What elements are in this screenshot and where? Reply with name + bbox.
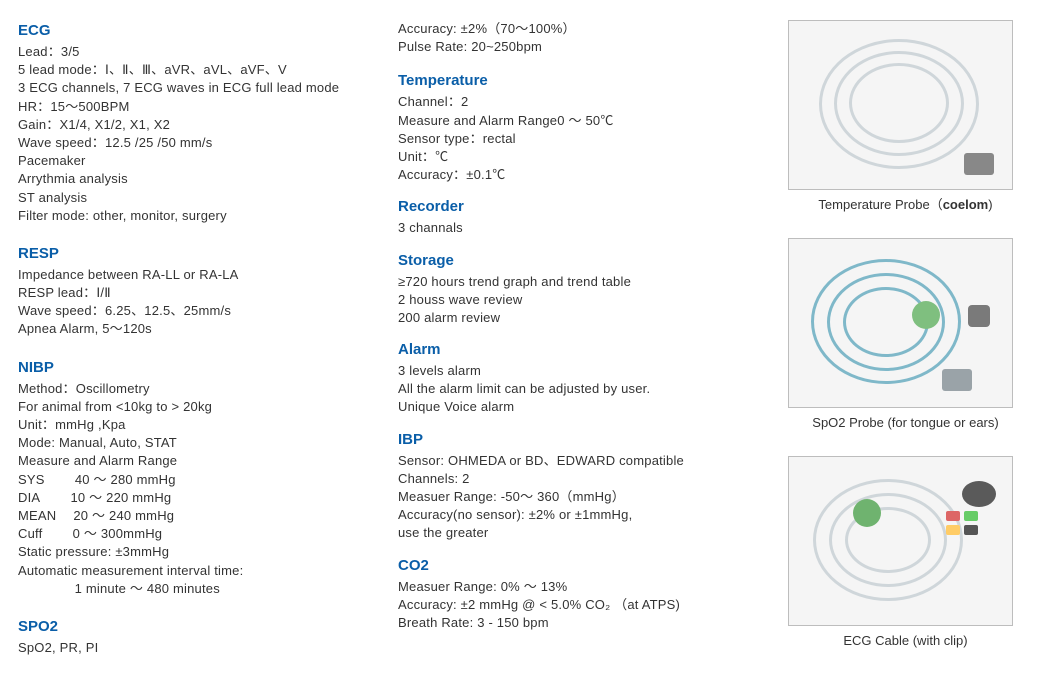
ibp-section: IBP Sensor: OHMEDA or BD、EDWARD compatib… (398, 429, 768, 543)
spec-line: Wave speed：12.5 /25 /50 mm/s (18, 134, 378, 152)
spec-line: Cuff 0 ～ 300mmHg (18, 525, 378, 543)
spec-line: Pulse Rate: 20~250bpm (398, 38, 768, 56)
spec-line: Unit：mmHg ,Kpa (18, 416, 378, 434)
spec-line: 5 lead mode：Ⅰ、Ⅱ、Ⅲ、aVR、aVL、aVF、V (18, 61, 378, 79)
spec-line: Arrythmia analysis (18, 170, 378, 188)
nibp-section: NIBP Method：Oscillometry For animal from… (18, 357, 378, 598)
spo2-probe-caption: SpO2 Probe (for tongue or ears) (788, 414, 1023, 432)
spec-line: 3 levels alarm (398, 362, 768, 380)
spec-line: Static pressure: ±3mmHg (18, 543, 378, 561)
spec-line: SYS 40 ～ 280 mmHg (18, 471, 378, 489)
spo2-probe-image (788, 238, 1013, 408)
spec-line: DIA 10 ～ 220 mmHg (18, 489, 378, 507)
left-column: ECG Lead：3/5 5 lead mode：Ⅰ、Ⅱ、Ⅲ、aVR、aVL、a… (18, 20, 378, 657)
spec-line: HR：15～500BPM (18, 98, 378, 116)
ecg-cable-caption: ECG Cable (with clip) (788, 632, 1023, 650)
spo2-probe-figure: SpO2 Probe (for tongue or ears) (788, 238, 1023, 432)
temp-probe-caption: Temperature Probe（coelom) (788, 196, 1023, 214)
spec-line: Pacemaker (18, 152, 378, 170)
spec-line: 200 alarm review (398, 309, 768, 327)
resp-section: RESP Impedance between RA-LL or RA-LA RE… (18, 243, 378, 339)
spec-line: 3 ECG channels, 7 ECG waves in ECG full … (18, 79, 378, 97)
spec-line: Unit：℃ (398, 148, 768, 166)
recorder-title: Recorder (398, 196, 768, 217)
spo2-section: SPO2 SpO2, PR, PI (18, 616, 378, 657)
temperature-section: Temperature Channel：2 Measure and Alarm … (398, 70, 768, 184)
spec-line: Unique Voice alarm (398, 398, 768, 416)
spec-line: Accuracy(no sensor): ±2% or ±1mmHg, (398, 506, 768, 524)
spec-line: Mode: Manual, Auto, STAT (18, 434, 378, 452)
spo2-cont-section: Accuracy: ±2%（70～100%） Pulse Rate: 20~25… (398, 20, 768, 56)
spec-line: Impedance between RA-LL or RA-LA (18, 266, 378, 284)
spec-line: Channel：2 (398, 93, 768, 111)
temperature-title: Temperature (398, 70, 768, 91)
spec-line: All the alarm limit can be adjusted by u… (398, 380, 768, 398)
spec-line: Apnea Alarm, 5～120s (18, 320, 378, 338)
spo2-title: SPO2 (18, 616, 378, 637)
storage-section: Storage ≥720 hours trend graph and trend… (398, 250, 768, 328)
co2-title: CO2 (398, 555, 768, 576)
spec-line: Lead：3/5 (18, 43, 378, 61)
storage-title: Storage (398, 250, 768, 271)
spec-line: Automatic measurement interval time: (18, 562, 378, 580)
spec-line: Accuracy: ±2 mmHg @ < 5.0% CO₂ （at ATPS) (398, 596, 768, 614)
ecg-cable-figure: ECG Cable (with clip) (788, 456, 1023, 650)
spec-line: Accuracy：±0.1℃ (398, 166, 768, 184)
resp-title: RESP (18, 243, 378, 264)
caption-prefix: Temperature Probe（ (818, 197, 942, 212)
ecg-section: ECG Lead：3/5 5 lead mode：Ⅰ、Ⅱ、Ⅲ、aVR、aVL、a… (18, 20, 378, 225)
temp-probe-image (788, 20, 1013, 190)
ibp-title: IBP (398, 429, 768, 450)
right-column: Temperature Probe（coelom) SpO2 Probe (fo… (788, 20, 1023, 657)
mid-column: Accuracy: ±2%（70～100%） Pulse Rate: 20~25… (398, 20, 768, 657)
spec-line: RESP lead：Ⅰ/Ⅱ (18, 284, 378, 302)
spec-line: Breath Rate: 3 - 150 bpm (398, 614, 768, 632)
spec-line: 2 houss wave review (398, 291, 768, 309)
caption-bold: coelom (943, 197, 989, 212)
caption-suffix: ) (988, 197, 992, 212)
spec-line: Channels: 2 (398, 470, 768, 488)
spec-line: SpO2, PR, PI (18, 639, 378, 657)
spec-sheet: ECG Lead：3/5 5 lead mode：Ⅰ、Ⅱ、Ⅲ、aVR、aVL、a… (18, 20, 1028, 657)
spec-line: Sensor type：rectal (398, 130, 768, 148)
spec-line: MEAN 20 ～ 240 mmHg (18, 507, 378, 525)
co2-section: CO2 Measuer Range: 0% ～ 13% Accuracy: ±2… (398, 555, 768, 633)
spec-line: Method：Oscillometry (18, 380, 378, 398)
spec-line: 1 minute ～ 480 minutes (18, 580, 378, 598)
alarm-title: Alarm (398, 339, 768, 360)
spec-line: ST analysis (18, 189, 378, 207)
spec-line: 3 channals (398, 219, 768, 237)
recorder-section: Recorder 3 channals (398, 196, 768, 237)
alarm-section: Alarm 3 levels alarm All the alarm limit… (398, 339, 768, 417)
ecg-cable-image (788, 456, 1013, 626)
spec-line: Sensor: OHMEDA or BD、EDWARD compatible (398, 452, 768, 470)
temp-probe-figure: Temperature Probe（coelom) (788, 20, 1023, 214)
spec-line: Accuracy: ±2%（70～100%） (398, 20, 768, 38)
spec-line: Measuer Range: 0% ～ 13% (398, 578, 768, 596)
spec-line: Wave speed：6.25、12.5、25mm/s (18, 302, 378, 320)
spec-line: Measure and Alarm Range (18, 452, 378, 470)
spec-line: ≥720 hours trend graph and trend table (398, 273, 768, 291)
ecg-title: ECG (18, 20, 378, 41)
spec-line: For animal from <10kg to > 20kg (18, 398, 378, 416)
nibp-title: NIBP (18, 357, 378, 378)
spec-line: Measure and Alarm Range0 ～ 50℃ (398, 112, 768, 130)
spec-line: Filter mode: other, monitor, surgery (18, 207, 378, 225)
spec-line: Gain：X1/4, X1/2, X1, X2 (18, 116, 378, 134)
spec-line: use the greater (398, 524, 768, 542)
spec-line: Measuer Range: -50～ 360（mmHg） (398, 488, 768, 506)
